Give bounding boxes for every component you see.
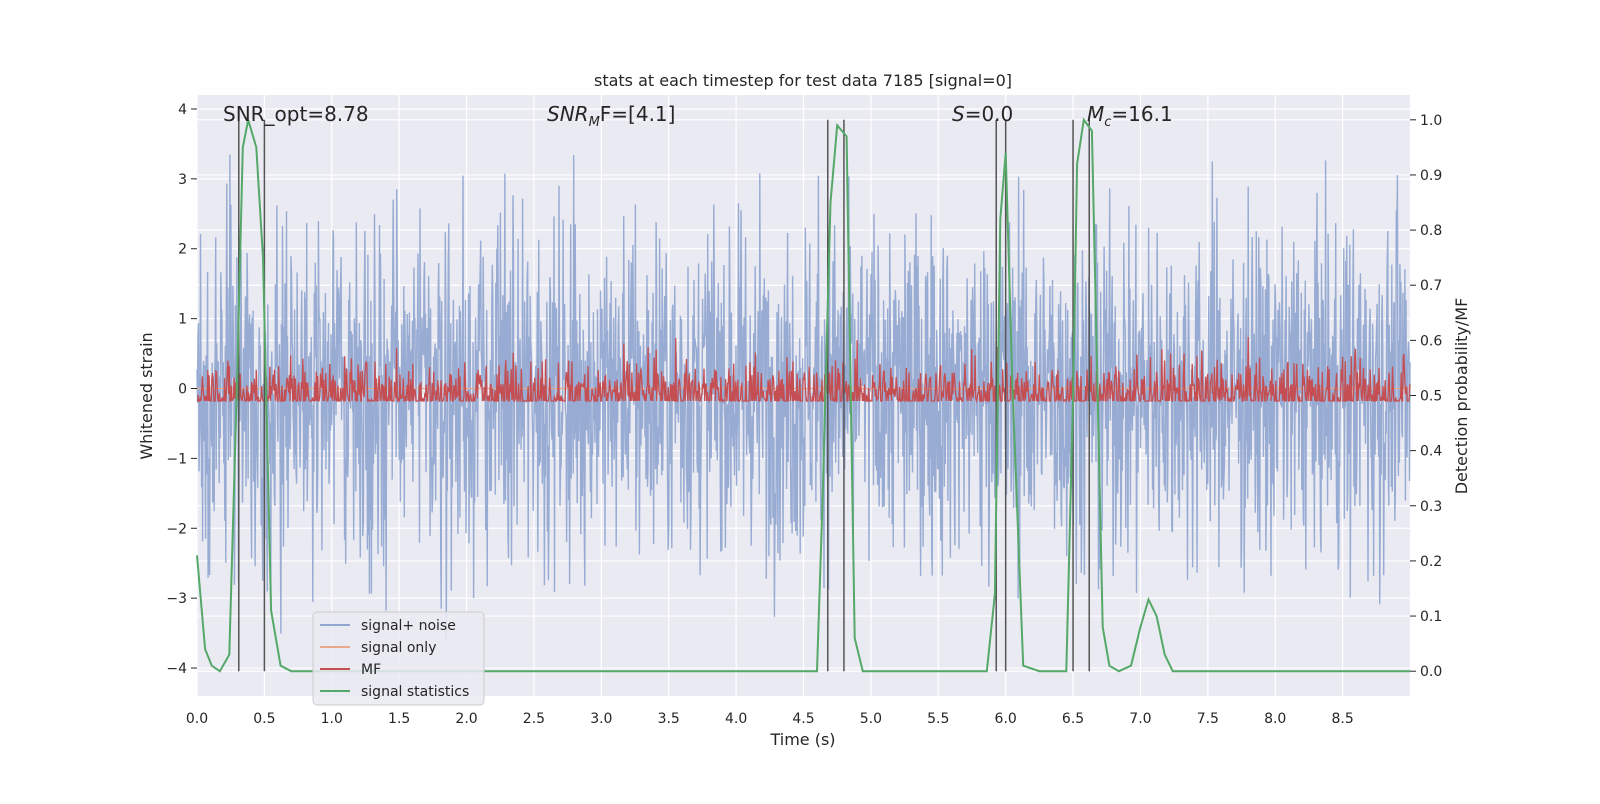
x-tick-label: 2.0 — [455, 711, 477, 727]
x-tick-label: 8.5 — [1331, 711, 1353, 727]
annotation-mc: Mc=16.1 — [1087, 102, 1173, 130]
x-tick-label: 5.0 — [860, 711, 882, 727]
x-tick-label: 0.0 — [186, 711, 208, 727]
y-tick-label: 2 — [178, 242, 187, 258]
x-tick-label: 0.5 — [253, 711, 275, 727]
y2-tick-label: 0.2 — [1420, 554, 1442, 570]
y2-tick-label: 0.6 — [1420, 333, 1442, 349]
x-axis-label: Time (s) — [769, 730, 835, 749]
x-tick-label: 2.5 — [523, 711, 545, 727]
y-axis-label: Whitened strain — [137, 332, 156, 459]
y2-tick-label: 1.0 — [1420, 113, 1442, 129]
y2-tick-label: 0.0 — [1420, 664, 1442, 680]
y2-tick-label: 0.1 — [1420, 609, 1442, 625]
annotation-snr-opt: SNR_opt=8.78 — [223, 102, 369, 126]
x-tick-label: 6.0 — [995, 711, 1017, 727]
legend: signal+ noise signal only MF signal stat… — [312, 611, 485, 706]
y-tick-label: 1 — [178, 312, 187, 328]
y2-axis-label: Detection probability/MF — [1452, 298, 1471, 495]
x-tick-label: 7.0 — [1129, 711, 1151, 727]
annotation-s: S=0.0 — [952, 102, 1013, 126]
chart-title: stats at each timestep for test data 718… — [594, 71, 1012, 90]
y-tick-labels: 4 3 2 1 0 −1 −2 −3 −4 — [166, 102, 197, 677]
x-tick-label: 7.5 — [1197, 711, 1219, 727]
x-tick-label: 4.0 — [725, 711, 747, 727]
legend-label-noise: signal+ noise — [361, 618, 456, 634]
legend-box — [312, 611, 485, 706]
x-tick-labels: 0.0 0.5 1.0 1.5 2.0 2.5 3.0 3.5 4.0 4.5 5.0 5.5 6.0 6… — [186, 711, 1354, 727]
y-tick-label: 0 — [178, 382, 187, 398]
legend-label-mf: MF — [361, 662, 381, 678]
x-tick-label: 1.5 — [388, 711, 410, 727]
y-tick-label: −3 — [166, 591, 187, 607]
x-tick-label: 8.0 — [1264, 711, 1286, 727]
y2-tick-label: 0.8 — [1420, 223, 1442, 239]
y2-tick-label: 0.9 — [1420, 168, 1442, 184]
y2-tick-label: 0.4 — [1420, 444, 1442, 460]
x-tick-label: 6.5 — [1062, 711, 1084, 727]
y-tick-label: −1 — [166, 451, 187, 467]
line-signal-statistics — [196, 117, 1410, 673]
series-signal-statistics — [196, 117, 1410, 673]
x-tick-label: 3.5 — [658, 711, 680, 727]
y-tick-label: 4 — [178, 102, 187, 118]
line-signal-noise — [196, 154, 1411, 642]
x-tick-label: 4.5 — [792, 711, 814, 727]
annotation-snr-mf: SNRMF=[4.1] — [547, 102, 675, 130]
y2-tick-labels: 1.0 0.9 0.8 0.7 0.6 0.5 0.4 0.3 0.2 0.1 0.0 — [1410, 113, 1442, 680]
x-tick-label: 1.0 — [321, 711, 343, 727]
y2-tick-label: 0.5 — [1420, 389, 1442, 405]
y2-tick-label: 0.3 — [1420, 499, 1442, 515]
line-mf — [197, 336, 1411, 404]
legend-label-statistics: signal statistics — [361, 684, 469, 700]
y2-tick-label: 0.7 — [1420, 278, 1442, 294]
y-tick-label: −2 — [166, 521, 187, 537]
y-tick-label: 3 — [178, 172, 187, 188]
y-tick-label: −4 — [166, 661, 187, 677]
legend-label-signal-only: signal only — [361, 640, 436, 656]
series-mf — [197, 336, 1411, 404]
x-tick-label: 3.0 — [590, 711, 612, 727]
x-tick-label: 5.5 — [927, 711, 949, 727]
